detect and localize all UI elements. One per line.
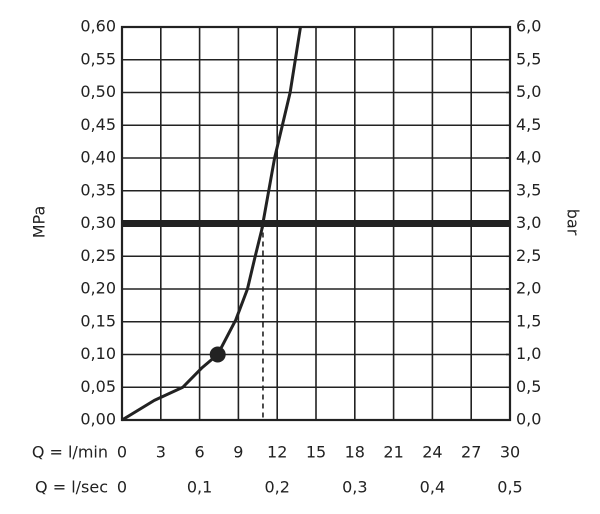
y-tick-label: 0,40 bbox=[80, 148, 116, 167]
y-tick-label: 0,30 bbox=[80, 213, 116, 232]
x-tick-label: 21 bbox=[383, 443, 403, 462]
x-tick-label: 0 bbox=[117, 443, 127, 462]
x2-axis-label: Q = l/sec bbox=[35, 478, 108, 497]
x-tick-label: 30 bbox=[500, 443, 520, 462]
curve bbox=[121, 26, 302, 422]
x2-tick-label: 0,2 bbox=[264, 478, 289, 497]
y-axis-label: MPa bbox=[30, 206, 49, 239]
x-tick-label: 9 bbox=[233, 443, 243, 462]
x-axis-label: Q = l/min bbox=[32, 443, 108, 462]
y-tick-label: 0,25 bbox=[80, 246, 116, 265]
y-tick-label: 0,60 bbox=[80, 17, 116, 36]
x-tick-label: 24 bbox=[422, 443, 442, 462]
y2-tick-label: 4,0 bbox=[516, 148, 541, 167]
y-tick-label: 0,15 bbox=[80, 311, 116, 330]
y-tick-label: 0,20 bbox=[80, 279, 116, 298]
y2-tick-label: 0,5 bbox=[516, 377, 541, 396]
y2-tick-label: 2,5 bbox=[516, 246, 541, 265]
x-tick-label: 12 bbox=[267, 443, 287, 462]
y2-tick-label: 6,0 bbox=[516, 17, 541, 36]
y2-tick-label: 0,0 bbox=[516, 410, 541, 429]
y-tick-label: 0,45 bbox=[80, 115, 116, 134]
y-tick-label: 0,00 bbox=[80, 410, 116, 429]
x-tick-label: 18 bbox=[345, 443, 365, 462]
x2-tick-label: 0,4 bbox=[420, 478, 445, 497]
x2-tick-label: 0,3 bbox=[342, 478, 367, 497]
y2-tick-label: 3,5 bbox=[516, 180, 541, 199]
x2-tick-label: 0,1 bbox=[187, 478, 212, 497]
y2-tick-label: 1,0 bbox=[516, 344, 541, 363]
x2-tick-label: 0 bbox=[117, 478, 127, 497]
y2-tick-label: 5,5 bbox=[516, 49, 541, 68]
x-tick-label: 3 bbox=[156, 443, 166, 462]
y2-tick-label: 5,0 bbox=[516, 82, 541, 101]
y-tick-label: 0,50 bbox=[80, 82, 116, 101]
y-tick-label: 0,35 bbox=[80, 180, 116, 199]
y2-tick-label: 2,0 bbox=[516, 279, 541, 298]
x-tick-label: 15 bbox=[306, 443, 326, 462]
x-tick-label: 27 bbox=[461, 443, 481, 462]
x2-tick-label: 0,5 bbox=[497, 478, 522, 497]
y2-axis-label: bar bbox=[564, 209, 583, 236]
y2-tick-label: 4,5 bbox=[516, 115, 541, 134]
y2-tick-label: 1,5 bbox=[516, 311, 541, 330]
y2-tick-label: 3,0 bbox=[516, 213, 541, 232]
y-tick-label: 0,55 bbox=[80, 49, 116, 68]
marker-point bbox=[209, 346, 226, 363]
y-tick-label: 0,05 bbox=[80, 377, 116, 396]
x-tick-label: 6 bbox=[195, 443, 205, 462]
y-tick-label: 0,10 bbox=[80, 344, 116, 363]
